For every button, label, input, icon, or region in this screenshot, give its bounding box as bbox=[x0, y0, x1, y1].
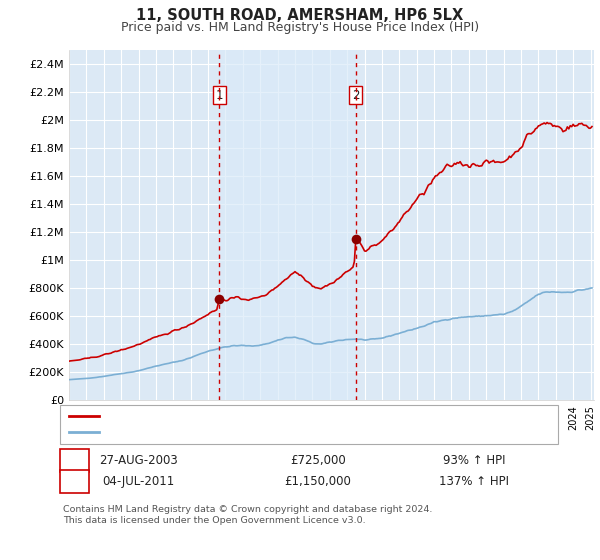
Text: HPI: Average price, detached house, Buckinghamshire: HPI: Average price, detached house, Buck… bbox=[102, 427, 405, 437]
Text: £1,150,000: £1,150,000 bbox=[284, 475, 352, 488]
Text: 11, SOUTH ROAD, AMERSHAM, HP6 5LX: 11, SOUTH ROAD, AMERSHAM, HP6 5LX bbox=[136, 8, 464, 24]
Text: £725,000: £725,000 bbox=[290, 454, 346, 467]
Text: 1: 1 bbox=[215, 88, 223, 102]
Text: 27-AUG-2003: 27-AUG-2003 bbox=[98, 454, 178, 467]
Text: 04-JUL-2011: 04-JUL-2011 bbox=[102, 475, 174, 488]
Bar bbox=[220, 50, 356, 400]
Text: 93% ↑ HPI: 93% ↑ HPI bbox=[443, 454, 505, 467]
Text: Price paid vs. HM Land Registry's House Price Index (HPI): Price paid vs. HM Land Registry's House … bbox=[121, 21, 479, 34]
Text: 1: 1 bbox=[71, 454, 78, 467]
Text: 11, SOUTH ROAD, AMERSHAM, HP6 5LX (detached house): 11, SOUTH ROAD, AMERSHAM, HP6 5LX (detac… bbox=[102, 410, 425, 421]
Text: Contains HM Land Registry data © Crown copyright and database right 2024.
This d: Contains HM Land Registry data © Crown c… bbox=[63, 505, 433, 525]
Text: 2: 2 bbox=[352, 88, 359, 102]
Text: 137% ↑ HPI: 137% ↑ HPI bbox=[439, 475, 509, 488]
Text: 2: 2 bbox=[71, 475, 78, 488]
